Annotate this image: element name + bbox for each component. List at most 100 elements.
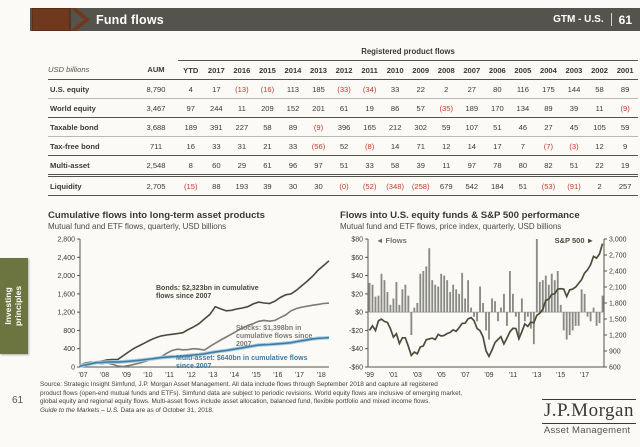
table-cell: 257 [612,175,638,196]
table-cell: 33 [356,155,383,177]
table-cell: 46 [510,117,536,137]
column-header: 2012 [331,60,357,80]
svg-text:'15: '15 [556,372,565,379]
sp500-legend: S&P 500 ► [554,236,594,245]
table-cell: 12 [433,136,460,156]
column-header: YTD [178,60,204,80]
table-cell: 51 [484,117,511,137]
table-row: Liquidity 2,705 (15) 88 193 39 30 30 (0) (52) (348… [48,175,638,196]
table-cell: 170 [484,98,511,118]
table-cell: 2,705 [134,175,178,196]
svg-text:1,500: 1,500 [609,317,627,324]
table-cell: 209 [254,98,281,118]
table-cell: 96 [280,155,306,177]
column-header: 2013 [305,60,332,80]
svg-text:'17: '17 [295,372,304,379]
row-label: Multi-asset [48,155,134,177]
svg-text:'07: '07 [78,372,87,379]
svg-text:'13: '13 [532,372,541,379]
table-cell: 29 [229,155,255,177]
table-cell: 59 [612,117,638,137]
table-row: Multi-asset 2,548 8 60 29 61 96 97 51 33 58 39 11 97 7… [48,155,638,177]
table-cell: 227 [229,117,255,137]
table-cell: 11 [229,98,255,118]
table-cell: 17 [484,136,511,156]
column-header: 2017 [203,60,230,80]
table-row: U.S. equity 8,790 4 17 (13) (16) 113 185 (33) (34… [48,79,638,99]
table-cell: 51 [510,175,536,196]
table-cell: (0) [331,175,357,196]
column-header: 2003 [561,60,587,80]
jpmorgan-logo: J.P.Morgan Asset Management [541,399,636,437]
table-cell: 2,548 [134,155,178,177]
table-cell: 61 [331,98,357,118]
row-label: Taxable bond [48,117,134,137]
table-cell: 7 [510,136,536,156]
table-cell: 30 [280,175,306,196]
table-cell: 19 [356,98,383,118]
table-cell: (16) [254,79,281,99]
table-cell: 51 [561,155,587,177]
svg-text:'99: '99 [365,372,374,379]
table-cell: 193 [229,175,255,196]
table-cell: 711 [134,136,178,156]
header-bar: Fund flows GTM - U.S. 61 [30,7,640,32]
table-cell: 21 [254,136,281,156]
column-header: 2016 [229,60,255,80]
row-label: Tax-free bond [48,136,134,156]
multi-asset-annotation: Multi-asset: $640bn in cumulative flows … [176,355,308,371]
table-cell: 60 [203,155,230,177]
table-cell: 22 [586,155,613,177]
right-chart-title: Flows into U.S. equity funds & S&P 500 p… [340,210,580,221]
table-cell: 97 [305,155,332,177]
table-cell: 16 [178,136,204,156]
table-cell: 58 [254,117,281,137]
svg-text:'09: '09 [484,372,493,379]
table-cell: 201 [305,98,332,118]
svg-text:$40: $40 [351,273,363,280]
footnote-line: Guide to the Markets – U.S. Data are as … [40,406,214,414]
svg-text:'12: '12 [187,372,196,379]
table-cell: 57 [407,98,434,118]
footnote-line: global equity and regional equity flows.… [40,398,431,406]
table-cell: 14 [459,136,485,156]
sidebar-tab-investing-principles[interactable]: Investing principles [0,258,28,354]
right-chart-plot: $80 $60 $40 $20 $0 -$20 -$40 -$60 3,000 2,700 2,40… [340,233,638,388]
svg-text:-$60: -$60 [349,365,363,372]
table-cell: (3) [561,136,587,156]
table-cell: (33) [331,79,357,99]
svg-text:$80: $80 [351,237,363,244]
table-cell: (9) [612,98,638,118]
left-chart-title: Cumulative flows into long-term asset pr… [48,210,265,221]
table-cell: 542 [459,175,485,196]
brand-arrow-icon [31,7,96,32]
jpmorgan-logo-main: J.P.Morgan [541,399,636,424]
column-header: 2007 [459,60,485,80]
cumulative-flows-chart: Cumulative flows into long-term asset pr… [48,210,335,388]
svg-text:'17: '17 [580,372,589,379]
svg-text:1,200: 1,200 [609,333,627,340]
svg-text:'08: '08 [100,372,109,379]
table-cell: 302 [407,117,434,137]
column-header: 2015 [254,60,281,80]
svg-text:'03: '03 [413,372,422,379]
svg-text:-$20: -$20 [349,328,363,335]
table-cell: 105 [586,117,613,137]
svg-text:'14: '14 [230,372,239,379]
table-cell: 33 [203,136,230,156]
table-cell: 212 [382,117,408,137]
svg-text:'15: '15 [252,372,261,379]
sidebar-tab-label: Investing principles [3,285,23,327]
equity-flows-svg: $80 $60 $40 $20 $0 -$20 -$40 -$60 3,000 2,700 2,40… [349,237,627,380]
svg-text:$20: $20 [351,291,363,298]
table-cell: 97 [178,98,204,118]
table-cell: 679 [433,175,460,196]
column-header: 2005 [510,60,536,80]
column-header: 2010 [382,60,408,80]
table-cell: (53) [535,175,562,196]
bonds-annotation: Bonds: $2,323bn in cumulative flows sinc… [156,285,259,301]
column-header: 2001 [612,60,638,80]
page-title: Fund flows [96,12,164,27]
table-cell: 88 [203,175,230,196]
table-cell: (258) [407,175,434,196]
